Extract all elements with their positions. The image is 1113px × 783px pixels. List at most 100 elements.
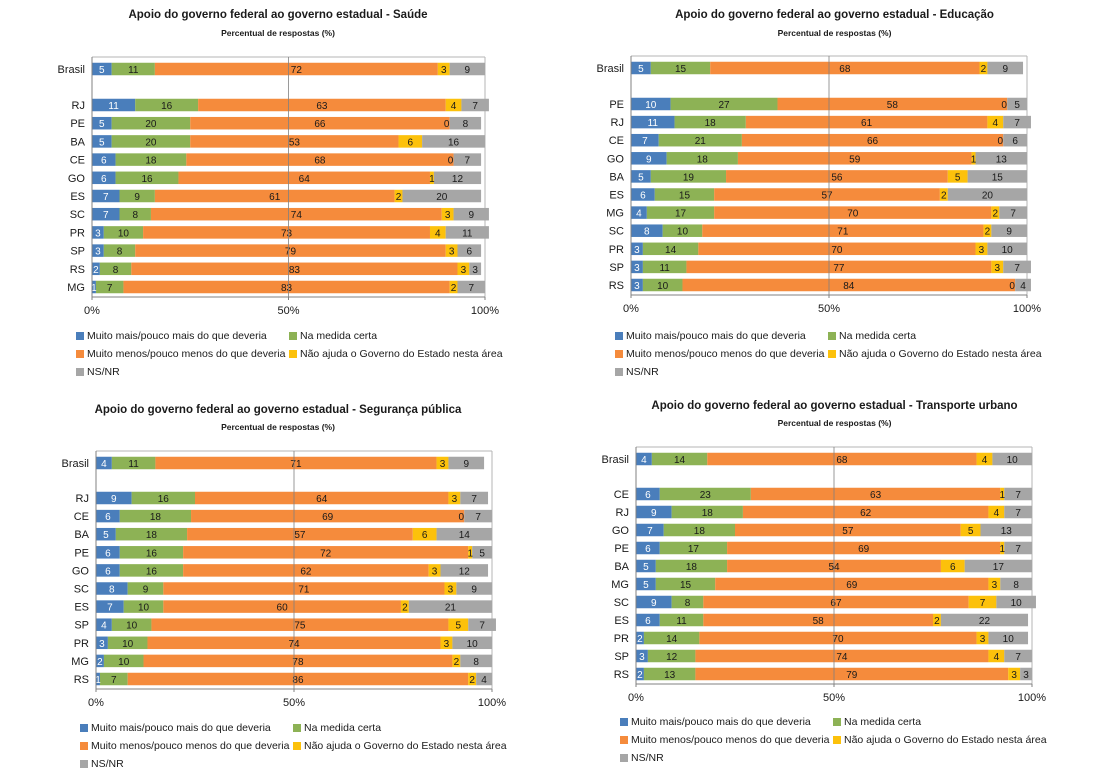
- bar-segment-medida: [115, 527, 188, 541]
- bar-segment-medida: [111, 135, 191, 148]
- data-label: 67: [830, 598, 842, 609]
- bar-segment-menos: [195, 491, 449, 505]
- bar-segment-nsnr: [460, 491, 489, 505]
- bar-segment-mais: [636, 577, 656, 591]
- data-label: 2: [93, 265, 99, 276]
- bars: [636, 452, 1036, 681]
- legend-item-menos: Muito menos/pouco menos do que deveria: [76, 348, 285, 360]
- data-label: 7: [1014, 263, 1020, 274]
- data-label: 79: [846, 670, 858, 681]
- data-label: 16: [146, 566, 158, 577]
- legend-item-nao-ajuda: Não ajuda o Governo do Estado nesta área: [828, 348, 1042, 360]
- bar-segment-medida: [111, 618, 152, 631]
- category-label: RS: [609, 280, 624, 292]
- data-label: 22: [979, 616, 991, 627]
- bars: [92, 62, 489, 294]
- data-label: 7: [1015, 652, 1021, 663]
- data-label: 17: [688, 544, 700, 555]
- data-label: 1: [95, 675, 101, 686]
- data-label: 3: [634, 263, 640, 274]
- bar-segment-nao-ajuda: [444, 582, 457, 595]
- legend-swatch: [289, 332, 297, 340]
- legend-label: Não ajuda o Governo do Estado nesta área: [839, 348, 1042, 360]
- data-label: 3: [440, 459, 446, 470]
- legend-swatch: [293, 724, 301, 732]
- bar-segment-medida: [103, 244, 136, 257]
- bar-segment-nsnr: [1004, 649, 1032, 663]
- bar-segment-menos: [710, 61, 980, 75]
- bar-segment-nsnr: [476, 672, 492, 686]
- data-label: 72: [320, 548, 332, 559]
- data-label: 3: [980, 634, 986, 645]
- chart-title: Apoio do governo federal ao governo esta…: [651, 400, 1018, 412]
- bar-segment-medida: [651, 452, 708, 466]
- data-label: 7: [475, 512, 481, 523]
- bar-segment-mais: [92, 153, 116, 166]
- data-label: 3: [445, 210, 451, 221]
- data-label: 79: [285, 247, 297, 258]
- bar-segment-menos: [143, 654, 453, 668]
- bar-segment-nao-ajuda: [448, 491, 461, 505]
- data-label: 9: [465, 65, 471, 76]
- category-label: SP: [74, 620, 89, 632]
- bar-segment-medida: [99, 262, 132, 276]
- data-label: 1: [1000, 544, 1006, 555]
- data-label: 58: [813, 616, 825, 627]
- chart-title: Apoio do governo federal ao governo esta…: [128, 9, 428, 21]
- bar-segment-nsnr: [1003, 115, 1031, 129]
- data-label: 3: [461, 265, 467, 276]
- category-label: RJ: [76, 493, 89, 505]
- legend-label: NS/NR: [626, 366, 659, 378]
- data-label: 3: [432, 566, 438, 577]
- bar-segment-mais: [96, 636, 108, 650]
- bar-segment-nao-ajuda: [991, 206, 1000, 219]
- bar-segment-nao-ajuda: [452, 654, 461, 668]
- bar-segment-nsnr: [460, 654, 492, 668]
- chart-subtitle: Percentual de respostas (%): [221, 28, 335, 38]
- bar-segment-mais: [631, 242, 643, 256]
- data-label: 16: [146, 548, 158, 559]
- bar-segment-nao-ajuda: [441, 207, 454, 221]
- bar-segment-menos: [777, 97, 1008, 111]
- legend-label: Muito mais/pouco mais do que deveria: [631, 716, 811, 728]
- chart-plot: Brasil 4 11 71 3 9RJ 9 16 64 3 7CE 6 18 69 0 7BA 5 18 57 6 1…: [61, 450, 506, 709]
- data-label: 57: [294, 530, 306, 541]
- bar-segment-nao-ajuda: [394, 189, 403, 203]
- data-label: 14: [674, 455, 686, 466]
- bar-segment-nao-ajuda: [939, 188, 948, 201]
- data-label: 3: [444, 639, 450, 650]
- data-label: 3: [634, 245, 640, 256]
- data-label: 7: [107, 603, 113, 614]
- data-label: 14: [665, 245, 677, 256]
- bar-segment-nao-ajuda: [400, 600, 409, 613]
- bar-segment-mais: [92, 171, 116, 185]
- bar-segment-mais: [92, 244, 104, 257]
- legend-label: Não ajuda o Governo do Estado nesta área: [844, 734, 1047, 746]
- x-tick-label: 50%: [283, 697, 305, 709]
- bar-segment-nsnr: [449, 62, 485, 76]
- bar-segment-nsnr: [1003, 133, 1027, 147]
- data-label: 10: [1007, 455, 1019, 466]
- data-label: 7: [479, 621, 485, 632]
- data-label: 9: [134, 192, 140, 203]
- category-label: PR: [70, 227, 85, 239]
- bar-segment-nsnr: [452, 636, 492, 650]
- bar-segment-mais: [96, 618, 112, 631]
- data-label: 8: [463, 119, 469, 130]
- data-label: 3: [472, 265, 478, 276]
- category-label: SP: [609, 262, 624, 274]
- x-tick-label: 50%: [277, 305, 299, 317]
- bar-segment-medida: [666, 152, 738, 165]
- legend-swatch: [80, 724, 88, 732]
- data-label: 3: [634, 281, 640, 292]
- chart-panel-educacao: Apoio do governo federal ao governo esta…: [556, 0, 1113, 390]
- data-label: 4: [101, 621, 107, 632]
- data-label: 64: [316, 494, 328, 505]
- bar-segment-nsnr: [453, 207, 489, 221]
- bar-segment-menos: [135, 244, 446, 257]
- data-label: 9: [471, 585, 477, 596]
- data-label: 61: [269, 192, 281, 203]
- bar-segment-mais: [92, 207, 120, 221]
- bar-segment-nsnr: [947, 188, 1027, 201]
- data-label: 15: [675, 64, 687, 75]
